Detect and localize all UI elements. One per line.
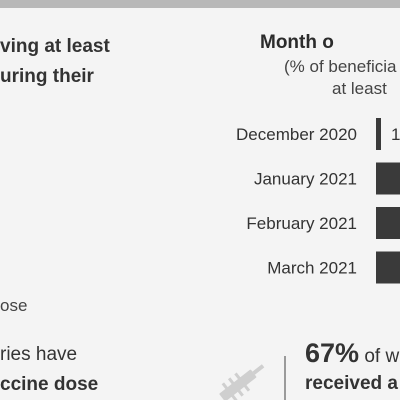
right-stat-line-2: received a bbox=[305, 373, 398, 394]
bar bbox=[376, 162, 400, 195]
left-stat-line-2: ccine dose bbox=[0, 374, 99, 395]
month-bar-chart: December 2020 1 January 2021 February 2021 M… bbox=[236, 118, 400, 284]
right-stat-text: of w bbox=[359, 346, 400, 367]
dose-note: ose bbox=[0, 296, 28, 315]
bar bbox=[376, 251, 400, 284]
right-stat-percent: 67% bbox=[305, 338, 360, 368]
syringe-icon bbox=[219, 364, 265, 400]
chart-subtitle: (% of beneficia at least bbox=[284, 56, 400, 100]
bar bbox=[376, 118, 381, 150]
left-heading-line-1: ving at least bbox=[0, 36, 110, 57]
right-stat-line-1: 67% of w bbox=[305, 338, 400, 369]
bar-value-label: 1 bbox=[391, 125, 400, 144]
bar bbox=[376, 207, 400, 239]
chart-subtitle-line-2: at least bbox=[332, 79, 387, 98]
left-heading: ving at least uring their bbox=[0, 32, 110, 92]
category-label: December 2020 bbox=[236, 125, 357, 144]
chart-subtitle-line-1: (% of beneficia bbox=[284, 57, 397, 76]
stat-divider bbox=[284, 356, 286, 400]
category-label: March 2021 bbox=[267, 259, 357, 278]
left-stat-line-1: ries have bbox=[0, 344, 78, 365]
top-divider bbox=[0, 0, 400, 8]
right-stat: 67% of w received a bbox=[305, 338, 400, 395]
category-label: January 2021 bbox=[254, 170, 357, 189]
chart-title: Month o bbox=[260, 32, 334, 53]
left-stat: ries have ccine dose bbox=[0, 340, 98, 400]
category-label: February 2021 bbox=[246, 214, 357, 233]
left-heading-line-2: uring their bbox=[0, 66, 94, 87]
